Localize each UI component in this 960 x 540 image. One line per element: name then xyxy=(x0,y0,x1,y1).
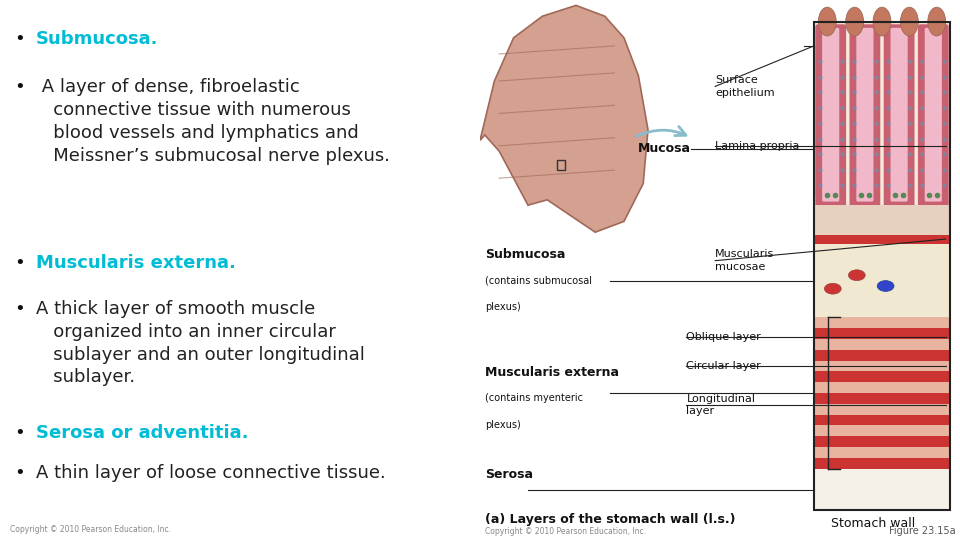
Bar xyxy=(813,339,950,350)
Bar xyxy=(813,22,950,244)
Ellipse shape xyxy=(927,7,946,36)
Bar xyxy=(813,469,950,510)
FancyArrowPatch shape xyxy=(636,126,685,137)
Bar xyxy=(813,235,950,244)
Text: Mucosa: Mucosa xyxy=(638,143,691,156)
Bar xyxy=(813,436,950,447)
Text: (contains myenteric: (contains myenteric xyxy=(485,393,583,403)
Bar xyxy=(813,22,950,510)
Ellipse shape xyxy=(877,281,894,292)
Ellipse shape xyxy=(873,7,891,36)
FancyBboxPatch shape xyxy=(850,24,880,207)
FancyBboxPatch shape xyxy=(815,24,846,207)
Text: Serosa or adventitia.: Serosa or adventitia. xyxy=(36,424,249,442)
Polygon shape xyxy=(480,5,648,232)
Text: Submucosa.: Submucosa. xyxy=(36,30,158,48)
Bar xyxy=(813,328,950,339)
Ellipse shape xyxy=(818,7,836,36)
Bar xyxy=(813,205,950,244)
Text: Copyright © 2010 Pearson Education, Inc.: Copyright © 2010 Pearson Education, Inc. xyxy=(485,526,646,536)
Text: Figure 23.15a: Figure 23.15a xyxy=(889,525,955,536)
Ellipse shape xyxy=(849,270,865,281)
Ellipse shape xyxy=(825,284,841,294)
Bar xyxy=(813,458,950,469)
Text: plexus): plexus) xyxy=(485,302,520,312)
Text: Copyright © 2010 Pearson Education, Inc.: Copyright © 2010 Pearson Education, Inc. xyxy=(10,524,171,534)
Text: Lamina propria: Lamina propria xyxy=(715,141,800,151)
FancyBboxPatch shape xyxy=(884,24,915,207)
Text: Muscularis
mucosae: Muscularis mucosae xyxy=(715,249,775,272)
Text: Serosa: Serosa xyxy=(485,468,533,482)
Text: Longitudinal
layer: Longitudinal layer xyxy=(686,394,756,416)
Bar xyxy=(813,382,950,393)
Bar xyxy=(813,404,950,415)
Text: plexus): plexus) xyxy=(485,420,520,430)
Bar xyxy=(813,350,950,361)
Bar xyxy=(813,361,950,372)
Ellipse shape xyxy=(846,7,864,36)
FancyBboxPatch shape xyxy=(891,28,908,201)
Text: A thick layer of smooth muscle
   organized into an inner circular
   sublayer a: A thick layer of smooth muscle organized… xyxy=(36,300,365,387)
Text: Muscularis externa: Muscularis externa xyxy=(485,366,619,379)
Text: Oblique layer: Oblique layer xyxy=(686,332,761,342)
Bar xyxy=(813,426,950,436)
Text: •: • xyxy=(14,30,25,48)
Text: •: • xyxy=(14,424,25,442)
Text: Submucosa: Submucosa xyxy=(485,248,565,261)
Bar xyxy=(557,160,565,170)
Text: Surface
epithelium: Surface epithelium xyxy=(715,75,775,98)
Text: Stomach wall: Stomach wall xyxy=(831,517,916,530)
Bar xyxy=(813,393,950,404)
FancyBboxPatch shape xyxy=(822,28,839,201)
FancyBboxPatch shape xyxy=(924,28,942,201)
Text: •: • xyxy=(14,464,25,482)
Text: (contains submucosal: (contains submucosal xyxy=(485,275,591,285)
Bar xyxy=(813,415,950,426)
Text: Circular layer: Circular layer xyxy=(686,361,761,371)
Text: Muscularis externa.: Muscularis externa. xyxy=(36,254,236,272)
Ellipse shape xyxy=(900,7,919,36)
FancyBboxPatch shape xyxy=(856,28,874,201)
Text: A layer of dense, fibroelastic
   connective tissue with numerous
   blood vesse: A layer of dense, fibroelastic connectiv… xyxy=(36,78,390,165)
Text: A thin layer of loose connective tissue.: A thin layer of loose connective tissue. xyxy=(36,464,386,482)
Bar xyxy=(813,447,950,458)
Text: •: • xyxy=(14,254,25,272)
Bar xyxy=(813,318,950,328)
Bar xyxy=(813,372,950,382)
Bar xyxy=(813,244,950,318)
FancyBboxPatch shape xyxy=(918,24,948,207)
Text: •: • xyxy=(14,78,25,96)
Text: (a) Layers of the stomach wall (l.s.): (a) Layers of the stomach wall (l.s.) xyxy=(485,513,735,526)
Text: •: • xyxy=(14,300,25,318)
